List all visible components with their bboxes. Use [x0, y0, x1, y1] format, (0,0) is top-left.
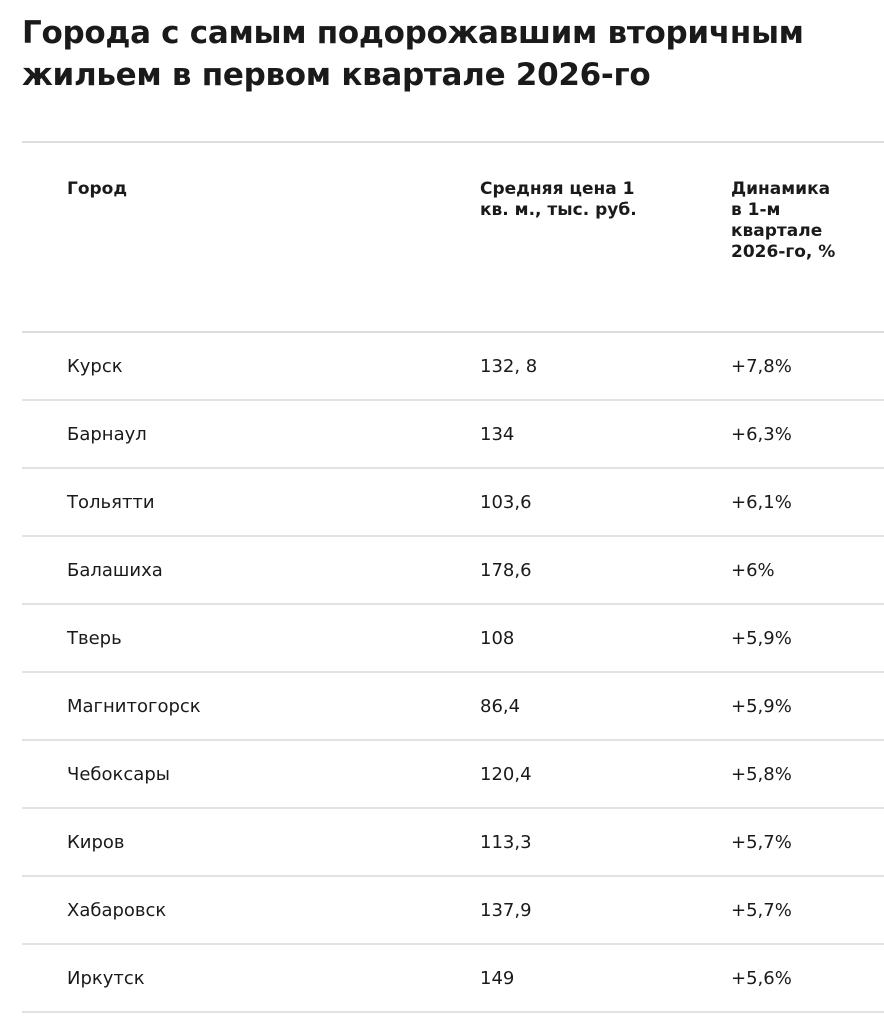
table-head: Город Средняя цена 1 кв. м., тыс. руб. Д…: [22, 142, 884, 332]
table-cell: Иркутск: [67, 967, 145, 989]
table-row: Магнитогорск 86,4 +5,9%: [22, 672, 884, 740]
table-cell: 103,6: [480, 491, 532, 513]
header-cell: Динамика в 1-м квартале 2026-го, %: [731, 142, 884, 332]
table-cell: +6,3%: [731, 423, 792, 445]
table-cell: Магнитогорск: [67, 695, 201, 717]
table-row: Барнаул 134 +6,3%: [22, 400, 884, 468]
table-cell: +6,1%: [731, 491, 792, 513]
table-cell: 178,6: [480, 559, 532, 581]
table-row: Хабаровск 137,9 +5,7%: [22, 876, 884, 944]
table-row: Чебоксары 120,4 +5,8%: [22, 740, 884, 808]
header-text: Город: [67, 179, 128, 199]
table-cell: +6%: [731, 559, 775, 581]
table-cell: Киров: [67, 831, 125, 853]
table-row: Киров 113,3 +5,7%: [22, 808, 884, 876]
table-row: Иркутск 149 +5,6%: [22, 944, 884, 1012]
header-cell: Средняя цена 1 кв. м., тыс. руб.: [480, 142, 731, 332]
table-row: Курск 132, 8 +7,8%: [22, 332, 884, 400]
table-cell: Чебоксары: [67, 763, 170, 785]
table-cell: Хабаровск: [67, 899, 167, 921]
table-cell: Курск: [67, 355, 123, 377]
table-cell: 120,4: [480, 763, 532, 785]
table-row: Балашиха 178,6 +6%: [22, 536, 884, 604]
table-cell: +7,8%: [731, 355, 792, 377]
table-cell: 86,4: [480, 695, 521, 717]
table-cell: Тольятти: [67, 491, 155, 513]
table-body: Курск 132, 8 +7,8% Барнаул 134 +6,3% Тольятти 1…: [22, 332, 884, 1012]
table-cell: Тверь: [67, 627, 122, 649]
table-row: Тольятти 103,6 +6,1%: [22, 468, 884, 536]
title: Города с самым подорожавшим вторичным жи…: [22, 15, 804, 93]
table: Город Средняя цена 1 кв. м., тыс. руб. Д…: [22, 141, 884, 1013]
table-cell: 149: [480, 967, 515, 989]
table-cell: +5,7%: [731, 899, 792, 921]
table-cell: +5,7%: [731, 831, 792, 853]
table-row: Тверь 108 +5,9%: [22, 604, 884, 672]
header-text: Средняя цена 1 кв. м., тыс. руб.: [480, 179, 637, 220]
table-cell: 137,9: [480, 899, 532, 921]
header-text: Динамика в 1-м квартале 2026-го, %: [731, 179, 836, 262]
table-cell: 132, 8: [480, 355, 538, 377]
header-cell: Город: [22, 142, 480, 332]
table-cell: Балашиха: [67, 559, 163, 581]
table-cell: +5,9%: [731, 627, 792, 649]
table-cell: Барнаул: [67, 423, 147, 445]
table-cell: 134: [480, 423, 515, 445]
table-cell: +5,9%: [731, 695, 792, 717]
table-cell: 108: [480, 627, 515, 649]
table-cell: +5,8%: [731, 763, 792, 785]
table-cell: +5,6%: [731, 967, 792, 989]
header-row: Город Средняя цена 1 кв. м., тыс. руб. Д…: [22, 142, 884, 332]
table-cell: 113,3: [480, 831, 532, 853]
